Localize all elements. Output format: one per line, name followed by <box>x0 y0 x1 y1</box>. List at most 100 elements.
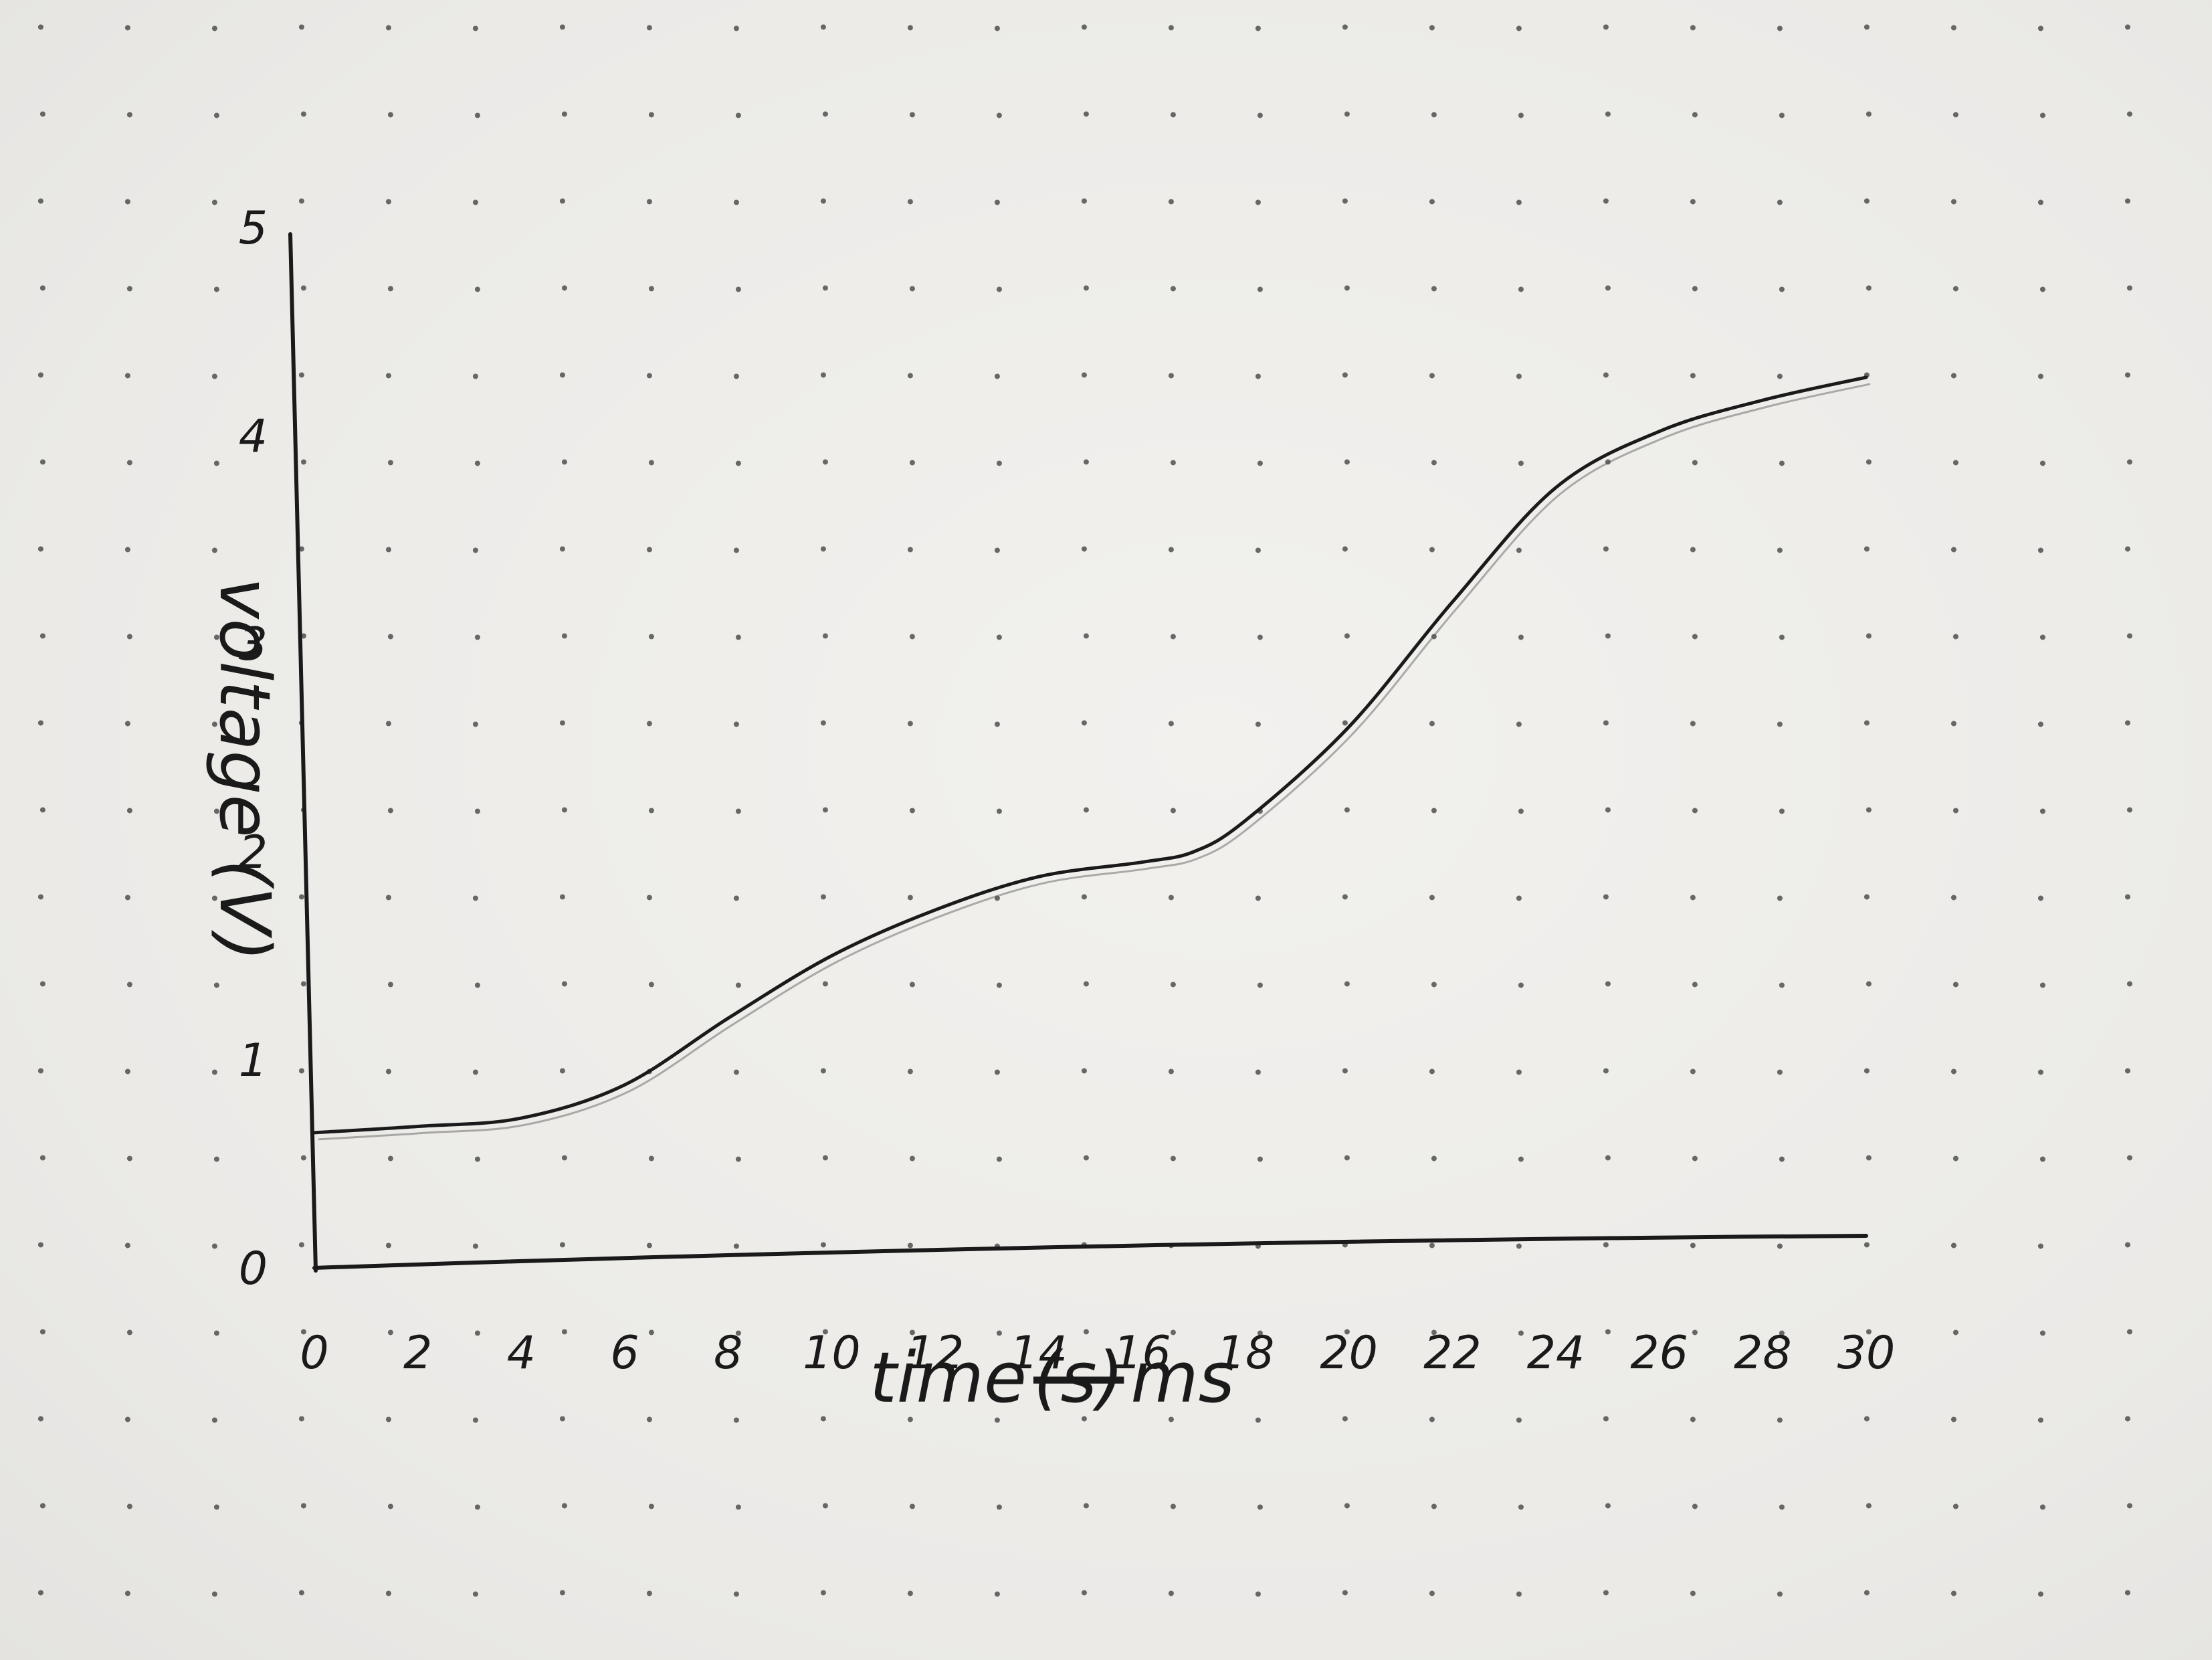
grid-dot <box>37 720 43 726</box>
y-tick-label: 1 <box>239 1034 268 1087</box>
x-axis-title-struck: (s) <box>1033 1337 1124 1418</box>
y-tick-label: 0 <box>239 1242 268 1295</box>
grid-dot <box>1952 1329 1958 1335</box>
grid-dot <box>996 1504 1002 1510</box>
grid-dot <box>1431 1329 1437 1335</box>
grid-dot <box>300 1503 306 1509</box>
grid-dot <box>1431 112 1437 118</box>
grid-dot <box>909 460 915 466</box>
grid-dot <box>385 1242 391 1249</box>
grid-dot <box>1257 1504 1263 1510</box>
grid-dot <box>1429 895 1435 901</box>
grid-dot <box>1692 808 1698 814</box>
grid-dot <box>822 1329 828 1335</box>
grid-dot <box>1866 981 1872 987</box>
grid-dot <box>37 1590 43 1596</box>
grid-dot <box>559 720 565 726</box>
grid-dot <box>2039 808 2045 814</box>
grid-dot <box>472 895 478 901</box>
grid-dot <box>2124 546 2130 552</box>
grid-dot <box>820 198 826 204</box>
grid-dot <box>298 1068 304 1074</box>
grid-dot <box>1692 1503 1698 1509</box>
grid-dot <box>472 1591 478 1597</box>
grid-dot <box>1342 1590 1348 1596</box>
grid-dot <box>1605 285 1611 291</box>
grid-dot <box>907 25 913 31</box>
grid-dot <box>909 982 915 988</box>
grid-dot <box>1864 1590 1870 1596</box>
grid-dot <box>1518 1330 1524 1336</box>
grid-dot <box>820 1068 826 1074</box>
grid-dot <box>1777 895 1783 901</box>
grid-dot <box>300 633 306 639</box>
grid-dot <box>1779 286 1785 292</box>
y-axis-line <box>288 232 318 1273</box>
grid-dot <box>1168 1416 1174 1422</box>
grid-dot <box>1690 1069 1696 1075</box>
grid-dot <box>1690 547 1696 553</box>
grid-dot <box>1429 1590 1435 1596</box>
grid-dot <box>1342 720 1348 726</box>
grid-dot <box>733 1591 739 1597</box>
grid-dot <box>1257 1156 1263 1162</box>
x-axis-title: time(s)ms <box>870 1337 1235 1418</box>
grid-dot <box>559 1242 565 1248</box>
grid-dot <box>1255 721 1261 727</box>
grid-dot <box>1864 198 1870 204</box>
grid-dot <box>648 808 654 814</box>
grid-dot <box>1952 982 1958 988</box>
grid-dot <box>2039 634 2045 640</box>
grid-dot <box>1342 372 1348 378</box>
grid-dot <box>1081 1416 1087 1422</box>
grid-dot <box>733 199 739 205</box>
grid-dot <box>124 1416 130 1422</box>
grid-dot <box>561 1155 567 1161</box>
grid-dot <box>2037 547 2043 553</box>
grid-dot <box>126 112 132 118</box>
grid-dot <box>1170 1503 1176 1509</box>
grid-dot <box>559 546 565 552</box>
grid-dot <box>1605 1329 1611 1335</box>
x-axis-line <box>312 1234 1868 1270</box>
grid-dot <box>2124 24 2130 30</box>
grid-dot <box>298 546 304 552</box>
grid-dot <box>1950 1069 1956 1075</box>
grid-dot <box>733 547 739 553</box>
grid-dot <box>994 721 1000 727</box>
grid-dot <box>2039 460 2045 466</box>
grid-dot <box>1081 720 1087 726</box>
grid-dot <box>2037 373 2043 379</box>
grid-dot <box>37 546 43 552</box>
grid-dot <box>822 981 828 987</box>
grid-dot <box>126 808 132 814</box>
grid-dot <box>2124 1242 2130 1248</box>
grid-dot <box>1605 1503 1611 1509</box>
grid-dot <box>2124 1068 2130 1074</box>
dot-grid <box>37 24 2132 1597</box>
grid-dot <box>1950 373 1956 379</box>
grid-dot <box>1603 546 1609 552</box>
grid-dot <box>822 285 828 291</box>
x-tick-label: 18 <box>1217 1327 1275 1380</box>
grid-dot <box>387 112 393 118</box>
grid-dot <box>822 459 828 465</box>
grid-dot <box>39 807 45 813</box>
grid-dot <box>907 1590 913 1596</box>
grid-dot <box>1257 460 1263 466</box>
grid-dot <box>1864 1416 1870 1422</box>
grid-dot <box>1605 633 1611 639</box>
grid-dot <box>472 1417 478 1423</box>
grid-dot <box>996 1156 1002 1162</box>
grid-dot <box>1168 199 1174 205</box>
grid-dot <box>385 373 391 379</box>
grid-dot <box>646 895 652 901</box>
x-axis-title-unit: ms <box>1130 1337 1235 1418</box>
grid-dot <box>559 1068 565 1074</box>
grid-dot <box>1083 285 1089 291</box>
grid-dot <box>820 1242 826 1248</box>
grid-dot <box>2124 1590 2130 1596</box>
grid-dot <box>1605 807 1611 813</box>
grid-dot <box>39 633 45 639</box>
